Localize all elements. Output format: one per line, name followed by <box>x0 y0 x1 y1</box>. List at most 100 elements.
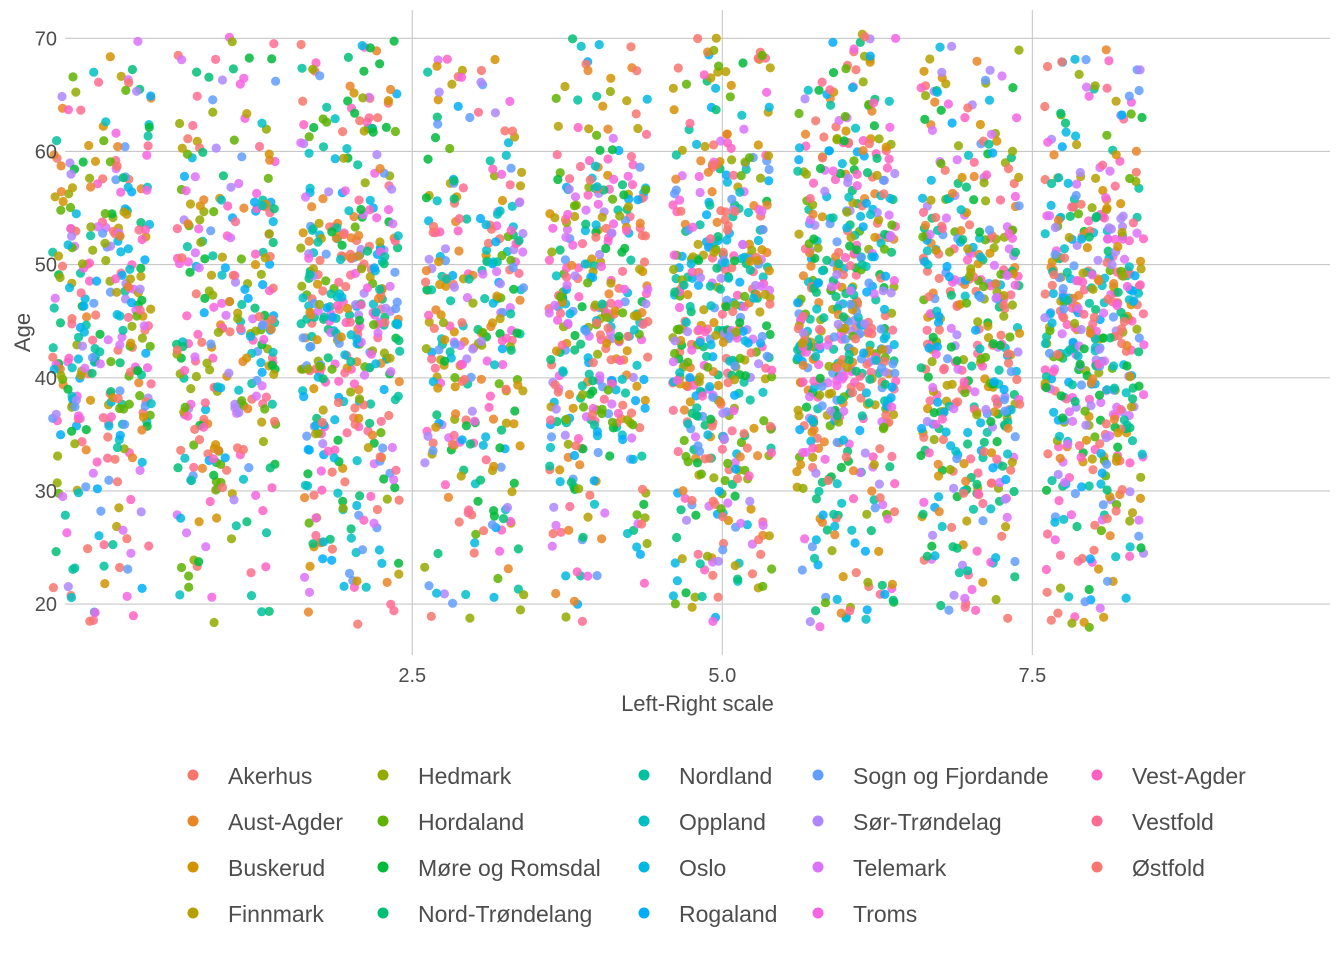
data-point <box>806 261 816 271</box>
data-point <box>1103 246 1113 256</box>
data-point <box>635 423 645 433</box>
data-point <box>1041 564 1051 575</box>
data-point <box>1041 485 1052 495</box>
data-point <box>83 544 93 554</box>
data-point <box>681 317 691 327</box>
data-point <box>509 419 519 429</box>
data-point <box>144 541 154 551</box>
data-point <box>679 435 689 446</box>
data-point <box>729 406 739 416</box>
data-point <box>375 237 385 247</box>
data-point <box>886 231 896 241</box>
data-point <box>639 578 650 588</box>
data-point <box>88 245 98 255</box>
data-point <box>420 458 430 468</box>
data-point <box>330 445 340 455</box>
data-point <box>489 511 499 521</box>
data-point <box>1006 465 1016 475</box>
data-point <box>366 491 376 501</box>
data-point <box>850 538 860 548</box>
data-point <box>1047 280 1057 290</box>
data-point <box>206 339 216 349</box>
data-point <box>868 452 878 462</box>
data-point <box>1046 200 1056 210</box>
data-point <box>626 408 637 418</box>
data-point <box>1134 381 1144 391</box>
data-point <box>545 442 556 453</box>
data-point <box>260 404 270 414</box>
data-point <box>1091 213 1101 223</box>
data-point <box>502 502 513 513</box>
data-point <box>707 187 717 197</box>
data-point <box>986 448 997 458</box>
data-point <box>737 110 747 120</box>
data-point <box>564 525 574 535</box>
data-point <box>568 403 578 413</box>
data-point <box>111 175 121 185</box>
data-point <box>306 341 316 352</box>
data-point <box>357 545 368 555</box>
data-point <box>1070 396 1080 407</box>
data-point <box>322 303 332 313</box>
legend-item: Møre og Romsdal <box>377 855 601 881</box>
data-point <box>639 499 649 509</box>
data-point <box>1041 383 1051 393</box>
data-point <box>585 175 595 185</box>
data-point <box>343 96 353 106</box>
data-point <box>730 491 740 501</box>
y-tick-label: 30 <box>35 481 57 503</box>
data-point <box>313 237 323 247</box>
data-point <box>637 519 647 529</box>
data-point <box>916 450 926 461</box>
data-point <box>1055 550 1066 561</box>
data-point <box>380 252 390 262</box>
data-point <box>671 150 681 160</box>
data-point <box>77 437 87 447</box>
data-point <box>600 508 610 518</box>
data-point <box>1054 173 1064 183</box>
data-point <box>954 568 965 578</box>
data-point <box>49 150 59 160</box>
data-point <box>440 480 450 490</box>
data-point <box>77 259 88 269</box>
data-point <box>308 224 318 234</box>
data-point <box>552 150 562 160</box>
data-point <box>508 284 519 294</box>
data-point <box>237 152 247 162</box>
data-point <box>1082 82 1092 92</box>
data-point <box>354 315 365 325</box>
data-point <box>553 387 563 397</box>
data-point <box>619 190 629 200</box>
data-point <box>208 107 218 117</box>
data-point <box>231 521 241 531</box>
data-point <box>1122 361 1132 371</box>
data-point <box>454 517 464 527</box>
data-point <box>177 55 187 65</box>
data-point <box>1053 469 1063 480</box>
data-point <box>551 93 561 103</box>
data-point <box>828 37 838 48</box>
data-point <box>945 464 955 475</box>
data-point <box>967 361 977 371</box>
data-point <box>190 352 200 362</box>
data-point <box>922 325 932 335</box>
data-point <box>350 222 360 232</box>
legend-key <box>638 861 650 873</box>
data-point <box>555 308 566 318</box>
data-point <box>849 156 859 166</box>
data-point <box>461 589 471 600</box>
data-point <box>505 180 515 190</box>
data-point <box>217 252 227 262</box>
data-point <box>583 512 593 522</box>
data-point <box>738 58 748 68</box>
data-point <box>500 126 510 136</box>
data-point <box>141 348 151 358</box>
data-point <box>695 372 705 382</box>
data-point <box>547 247 557 257</box>
data-point <box>342 428 352 438</box>
data-point <box>182 242 192 252</box>
data-point <box>753 235 764 246</box>
legend-item: Vest-Agder <box>1091 763 1246 789</box>
data-point <box>949 404 959 414</box>
data-point <box>709 318 719 328</box>
